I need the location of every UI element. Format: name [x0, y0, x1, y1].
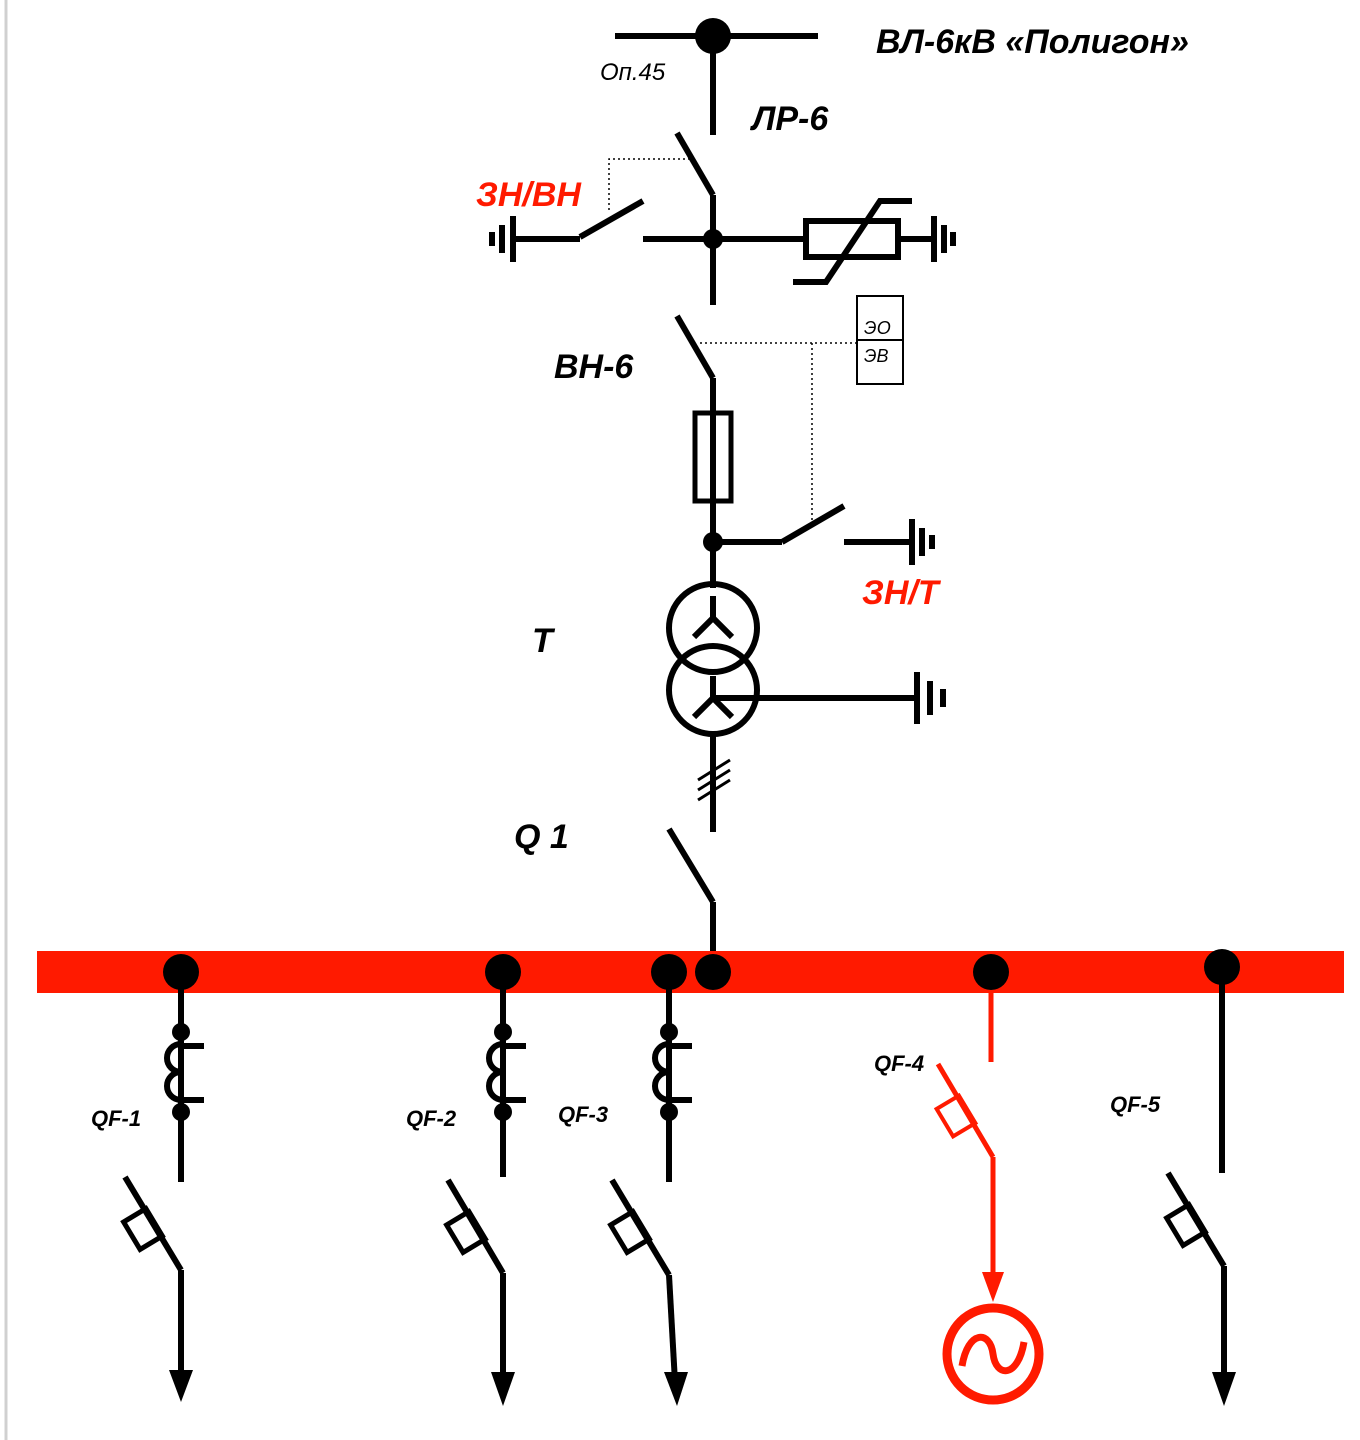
- drive-box: [856, 295, 904, 385]
- feeder-qf5-label: QF-5: [1110, 1092, 1161, 1117]
- feeder-qf4[interactable]: [933, 954, 1009, 1302]
- earthing-switch-hv-label: ЗН/ВН: [476, 176, 582, 214]
- transformer[interactable]: [666, 581, 946, 832]
- pole-label: Оп.45: [600, 59, 666, 86]
- busbar[interactable]: [37, 951, 1344, 993]
- drive-eo-label: ЭО: [864, 318, 891, 338]
- drive-ev-label: ЭВ: [864, 346, 889, 366]
- disconnector-lr6-label: ЛР-6: [749, 100, 829, 138]
- surge-arrester[interactable]: [713, 198, 956, 285]
- bus-node-q1: [695, 954, 731, 990]
- load-switch-vn6[interactable]: [674, 314, 734, 588]
- mechanical-link-lr6: [608, 158, 690, 213]
- feeder-qf4-label: QF-4: [874, 1051, 924, 1076]
- load-switch-vn6-label: ВН-6: [554, 348, 634, 386]
- feeder-qf5[interactable]: [1163, 949, 1240, 1406]
- generator-icon[interactable]: [942, 1303, 1044, 1405]
- feeder-qf2[interactable]: [443, 954, 526, 1406]
- feeder-qf2-label: QF-2: [406, 1106, 457, 1131]
- line-title: ВЛ-6кВ «Полигон»: [876, 23, 1189, 61]
- earthing-switch-t[interactable]: [713, 503, 935, 565]
- overhead-line-pole[interactable]: [615, 18, 818, 135]
- earthing-switch-hv[interactable]: [489, 198, 713, 262]
- feeder-qf1[interactable]: [120, 954, 204, 1402]
- feeder-qf3[interactable]: [607, 954, 692, 1406]
- main-switch-q1-label: Q 1: [514, 818, 569, 856]
- feeder-qf3-label: QF-3: [558, 1102, 608, 1127]
- main-switch-q1[interactable]: [666, 827, 716, 960]
- transformer-label: Т: [532, 622, 556, 660]
- earthing-switch-t-label: ЗН/Т: [862, 574, 942, 612]
- feeder-qf1-label: QF-1: [91, 1106, 141, 1131]
